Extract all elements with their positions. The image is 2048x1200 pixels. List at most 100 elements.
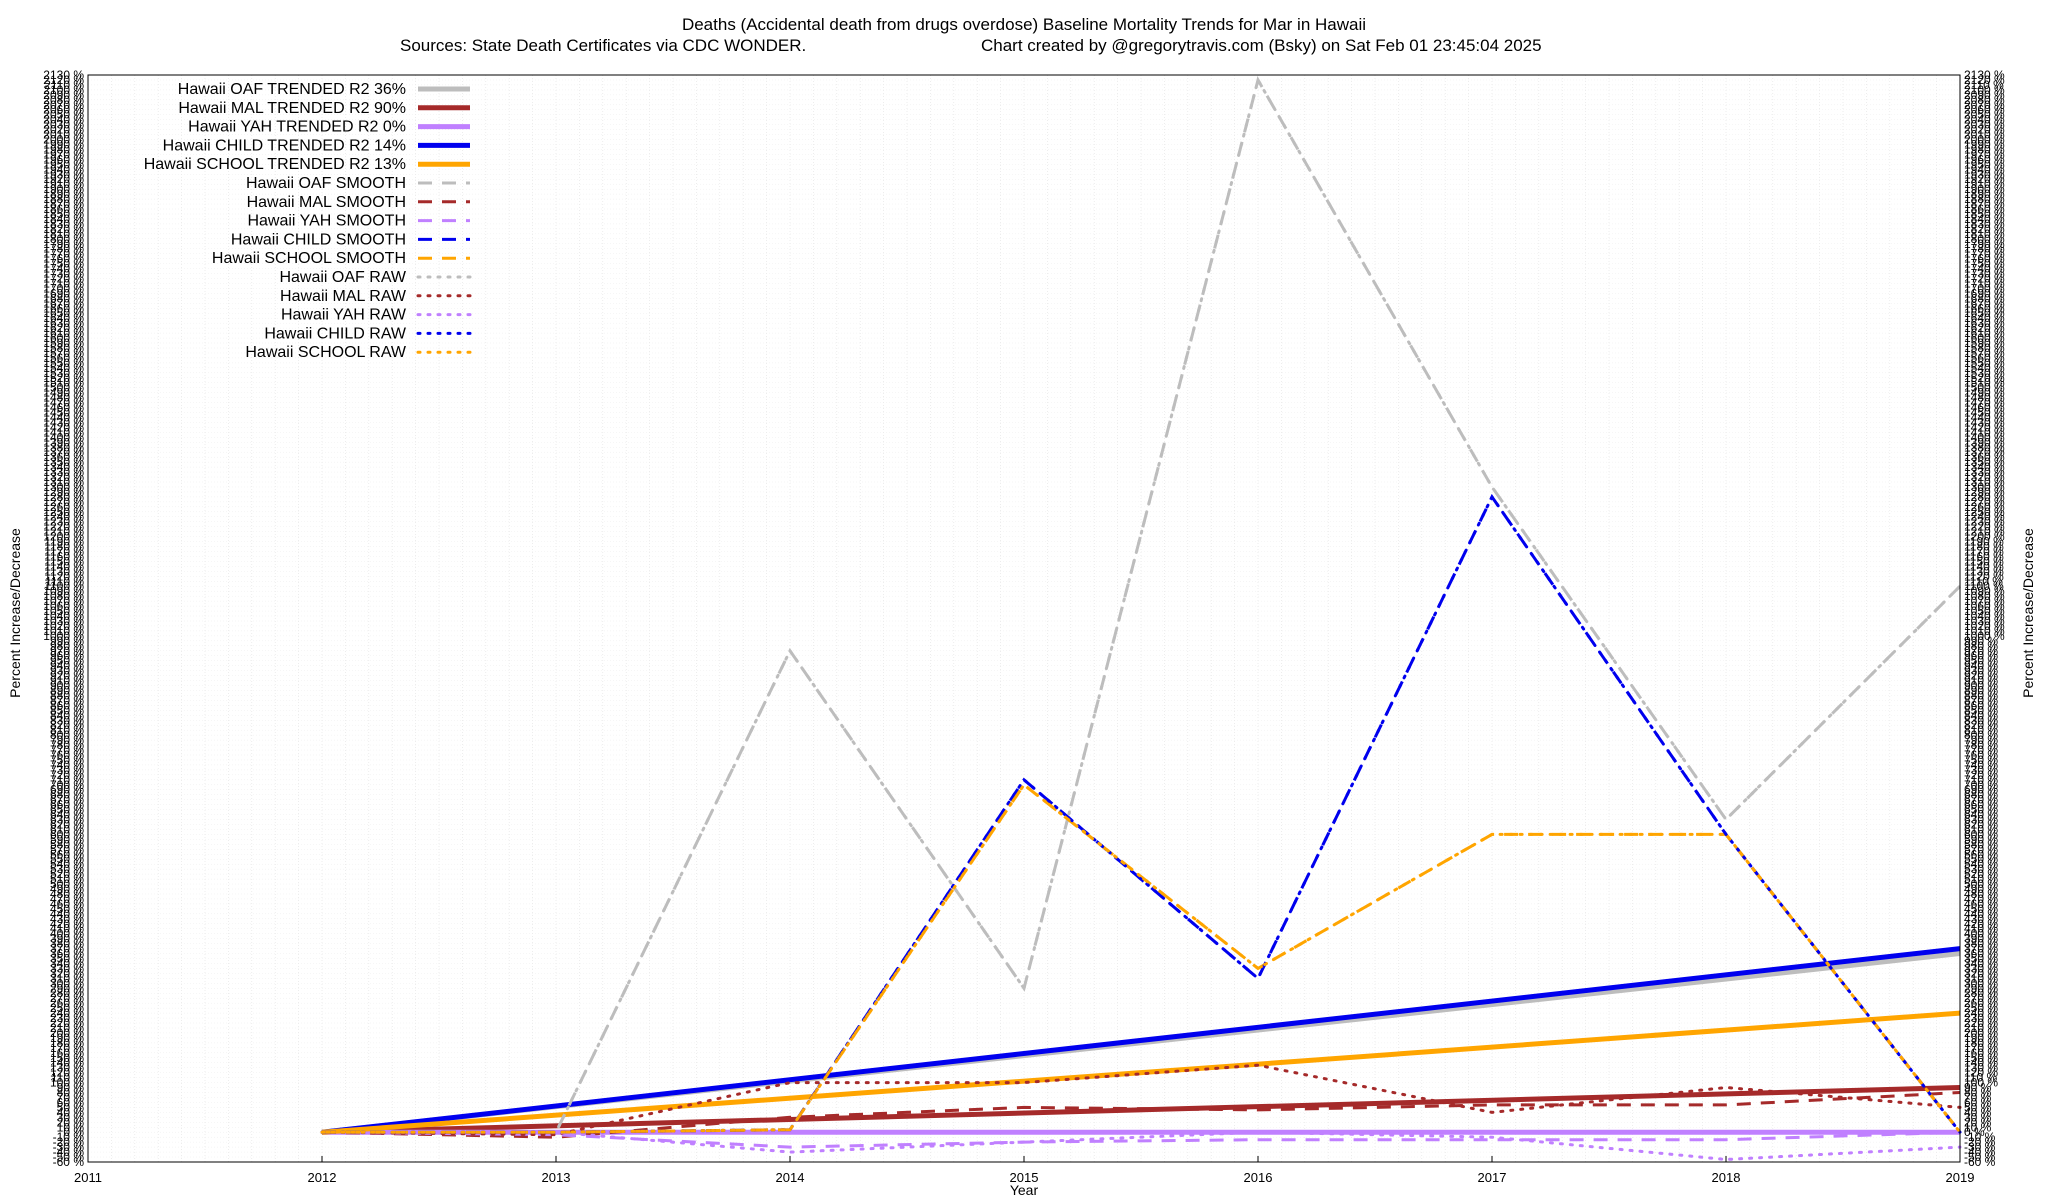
y-tick-label-right: 520 % bbox=[1964, 867, 1998, 881]
y-tick-label-right: 1960 % bbox=[1964, 152, 2005, 166]
y-tick-label-left: 950 % bbox=[50, 654, 84, 668]
y-tick-label-right: 1540 % bbox=[1964, 361, 2005, 375]
y-tick-label-left: 1300 % bbox=[43, 480, 84, 494]
y-tick-label-left: 890 % bbox=[50, 683, 84, 697]
y-tick-label-left: 1700 % bbox=[43, 281, 84, 295]
y-tick-label-left: 1380 % bbox=[43, 440, 84, 454]
y-tick-label-right: 830 % bbox=[1964, 713, 1998, 727]
series-line-4 bbox=[321, 1010, 1961, 1135]
y-tick-label-right: 350 % bbox=[1964, 951, 1998, 965]
y-tick-label-left: 2080 % bbox=[43, 93, 84, 107]
y-tick-label-left: 940 % bbox=[50, 659, 84, 673]
y-tick-label-right: 1310 % bbox=[1964, 475, 2005, 489]
y-tick-label-left: 1740 % bbox=[43, 262, 84, 276]
y-tick-label-left: 1980 % bbox=[43, 142, 84, 156]
y-tick-label-right: 1130 % bbox=[1964, 564, 2004, 578]
y-tick-label-right: 2040 % bbox=[1964, 113, 2005, 127]
y-tick-label-left: 1350 % bbox=[43, 455, 84, 469]
y-tick-label-right: 1280 % bbox=[1964, 490, 2005, 504]
y-tick-label-right: 1190 % bbox=[1964, 535, 2004, 549]
y-tick-label-left: 1780 % bbox=[43, 242, 84, 256]
y-tick-label-left: 90 % bbox=[57, 1081, 85, 1095]
y-tick-label-left: 1750 % bbox=[43, 257, 84, 271]
y-tick-label-right: 1210 % bbox=[1964, 525, 2005, 539]
y-tick-label-left: 1240 % bbox=[43, 510, 84, 524]
y-tick-label-left: 730 % bbox=[50, 763, 84, 777]
y-tick-label-left: 1090 % bbox=[43, 584, 84, 598]
x-tick-label: 2012 bbox=[308, 1170, 337, 1185]
y-tick-label-right: 570 % bbox=[1964, 842, 1998, 856]
y-tick-label-right: 1390 % bbox=[1964, 435, 2005, 449]
y-tick-label-right: 1100 % bbox=[1964, 579, 2004, 593]
y-tick-label-left: 2090 % bbox=[43, 88, 84, 102]
y-tick-label-right: 980 % bbox=[1964, 639, 1998, 653]
y-tick-label-left: 830 % bbox=[50, 713, 84, 727]
y-tick-label-left: 2130 % bbox=[43, 68, 84, 82]
y-tick-label-right: 1450 % bbox=[1964, 406, 2005, 420]
y-tick-label-left: 270 % bbox=[50, 991, 84, 1005]
legend-label: Hawaii SCHOOL SMOOTH bbox=[212, 250, 406, 267]
y-tick-label-left: 1930 % bbox=[43, 167, 84, 181]
y-tick-label-right: 1780 % bbox=[1964, 242, 2005, 256]
y-tick-label-right: 790 % bbox=[1964, 733, 1998, 747]
y-tick-label-left: 1960 % bbox=[43, 152, 84, 166]
y-tick-label-left: 600 % bbox=[50, 827, 84, 841]
y-tick-label-left: 130 % bbox=[50, 1061, 84, 1075]
y-tick-label-left: 1620 % bbox=[43, 321, 84, 335]
y-tick-label-right: 1850 % bbox=[1964, 207, 2005, 221]
y-tick-label-right: 2120 % bbox=[1964, 73, 2005, 87]
y-tick-label-left: 110 % bbox=[51, 1071, 84, 1085]
y-tick-label-right: 250 % bbox=[1964, 1001, 1998, 1015]
y-tick-label-right: 1350 % bbox=[1964, 455, 2005, 469]
y-tick-label-right: 880 % bbox=[1964, 688, 1998, 702]
y-tick-label-right: 1320 % bbox=[1964, 470, 2005, 484]
y-tick-label-right: -30 % bbox=[1964, 1140, 1996, 1154]
y-tick-label-left: 2010 % bbox=[43, 128, 84, 142]
y-tick-label-right: 320 % bbox=[1964, 966, 1998, 980]
y-tick-label-right: 930 % bbox=[1964, 664, 1998, 678]
y-tick-label-right: 220 % bbox=[1964, 1016, 1998, 1030]
y-tick-label-right: 610 % bbox=[1964, 822, 1998, 836]
y-tick-label-right: 200 % bbox=[1964, 1026, 1998, 1040]
y-tick-label-left: 100 % bbox=[50, 1076, 84, 1090]
y-tick-label-right: 500 % bbox=[1964, 877, 1998, 891]
y-tick-label-left: 770 % bbox=[50, 743, 84, 757]
y-tick-label-left: 20 % bbox=[57, 1115, 85, 1129]
y-tick-label-left: 1320 % bbox=[43, 470, 84, 484]
y-tick-label-left: 610 % bbox=[50, 822, 84, 836]
y-tick-label-right: 1690 % bbox=[1964, 286, 2005, 300]
y-tick-label-right: 1360 % bbox=[1964, 450, 2005, 464]
y-tick-label-right: 1980 % bbox=[1964, 142, 2005, 156]
y-tick-label-right: 450 % bbox=[1964, 902, 1998, 916]
y-ticks-right: -60 %-50 %-40 %-30 %-20 %-10 %0 %10 %20 … bbox=[1964, 68, 2005, 1169]
x-tick-label: 2013 bbox=[542, 1170, 571, 1185]
legend-label: Hawaii YAH RAW bbox=[281, 307, 407, 324]
y-tick-label-right: 950 % bbox=[1964, 654, 1998, 668]
y-tick-label-right: 1520 % bbox=[1964, 371, 2005, 385]
x-ticks: 2011 2012 2013 2014 2015 2016 2017 2018 2019 bbox=[74, 1156, 1974, 1185]
y-tick-label-right: 1610 % bbox=[1964, 326, 2005, 340]
y-tick-label-left: 2060 % bbox=[43, 103, 84, 117]
y-tick-label-left: 140 % bbox=[50, 1056, 84, 1070]
y-tick-label-left: 2070 % bbox=[43, 98, 84, 112]
y-tick-label-right: 940 % bbox=[1964, 659, 1998, 673]
y-tick-label-right: 1150 % bbox=[1964, 554, 2004, 568]
y-tick-label-right: 1290 % bbox=[1964, 485, 2005, 499]
y-tick-label-left: 1500 % bbox=[43, 381, 84, 395]
plot-frame bbox=[87, 74, 1961, 1163]
y-tick-label-right: 1550 % bbox=[1964, 356, 2005, 370]
y-tick-label-right: 600 % bbox=[1964, 827, 1998, 841]
x-axis-label: Year bbox=[1010, 1182, 1039, 1198]
y-tick-label-right: 1810 % bbox=[1964, 227, 2005, 241]
y-tick-label-left: 510 % bbox=[50, 872, 84, 886]
y-tick-label-right: 70 % bbox=[1964, 1090, 1992, 1104]
y-tick-label-left: 320 % bbox=[50, 966, 84, 980]
y-tick-label-left: 250 % bbox=[50, 1001, 84, 1015]
y-tick-label-left: -10 % bbox=[53, 1130, 85, 1144]
y-tick-label-left: 1570 % bbox=[43, 346, 84, 360]
y-tick-label-left: 1560 % bbox=[43, 351, 84, 365]
y-tick-label-right: 1500 % bbox=[1964, 381, 2005, 395]
y-tick-label-right: 1650 % bbox=[1964, 306, 2005, 320]
y-tick-label-right: 1020 % bbox=[1964, 619, 2005, 633]
y-tick-label-left: 1130 % bbox=[44, 564, 84, 578]
